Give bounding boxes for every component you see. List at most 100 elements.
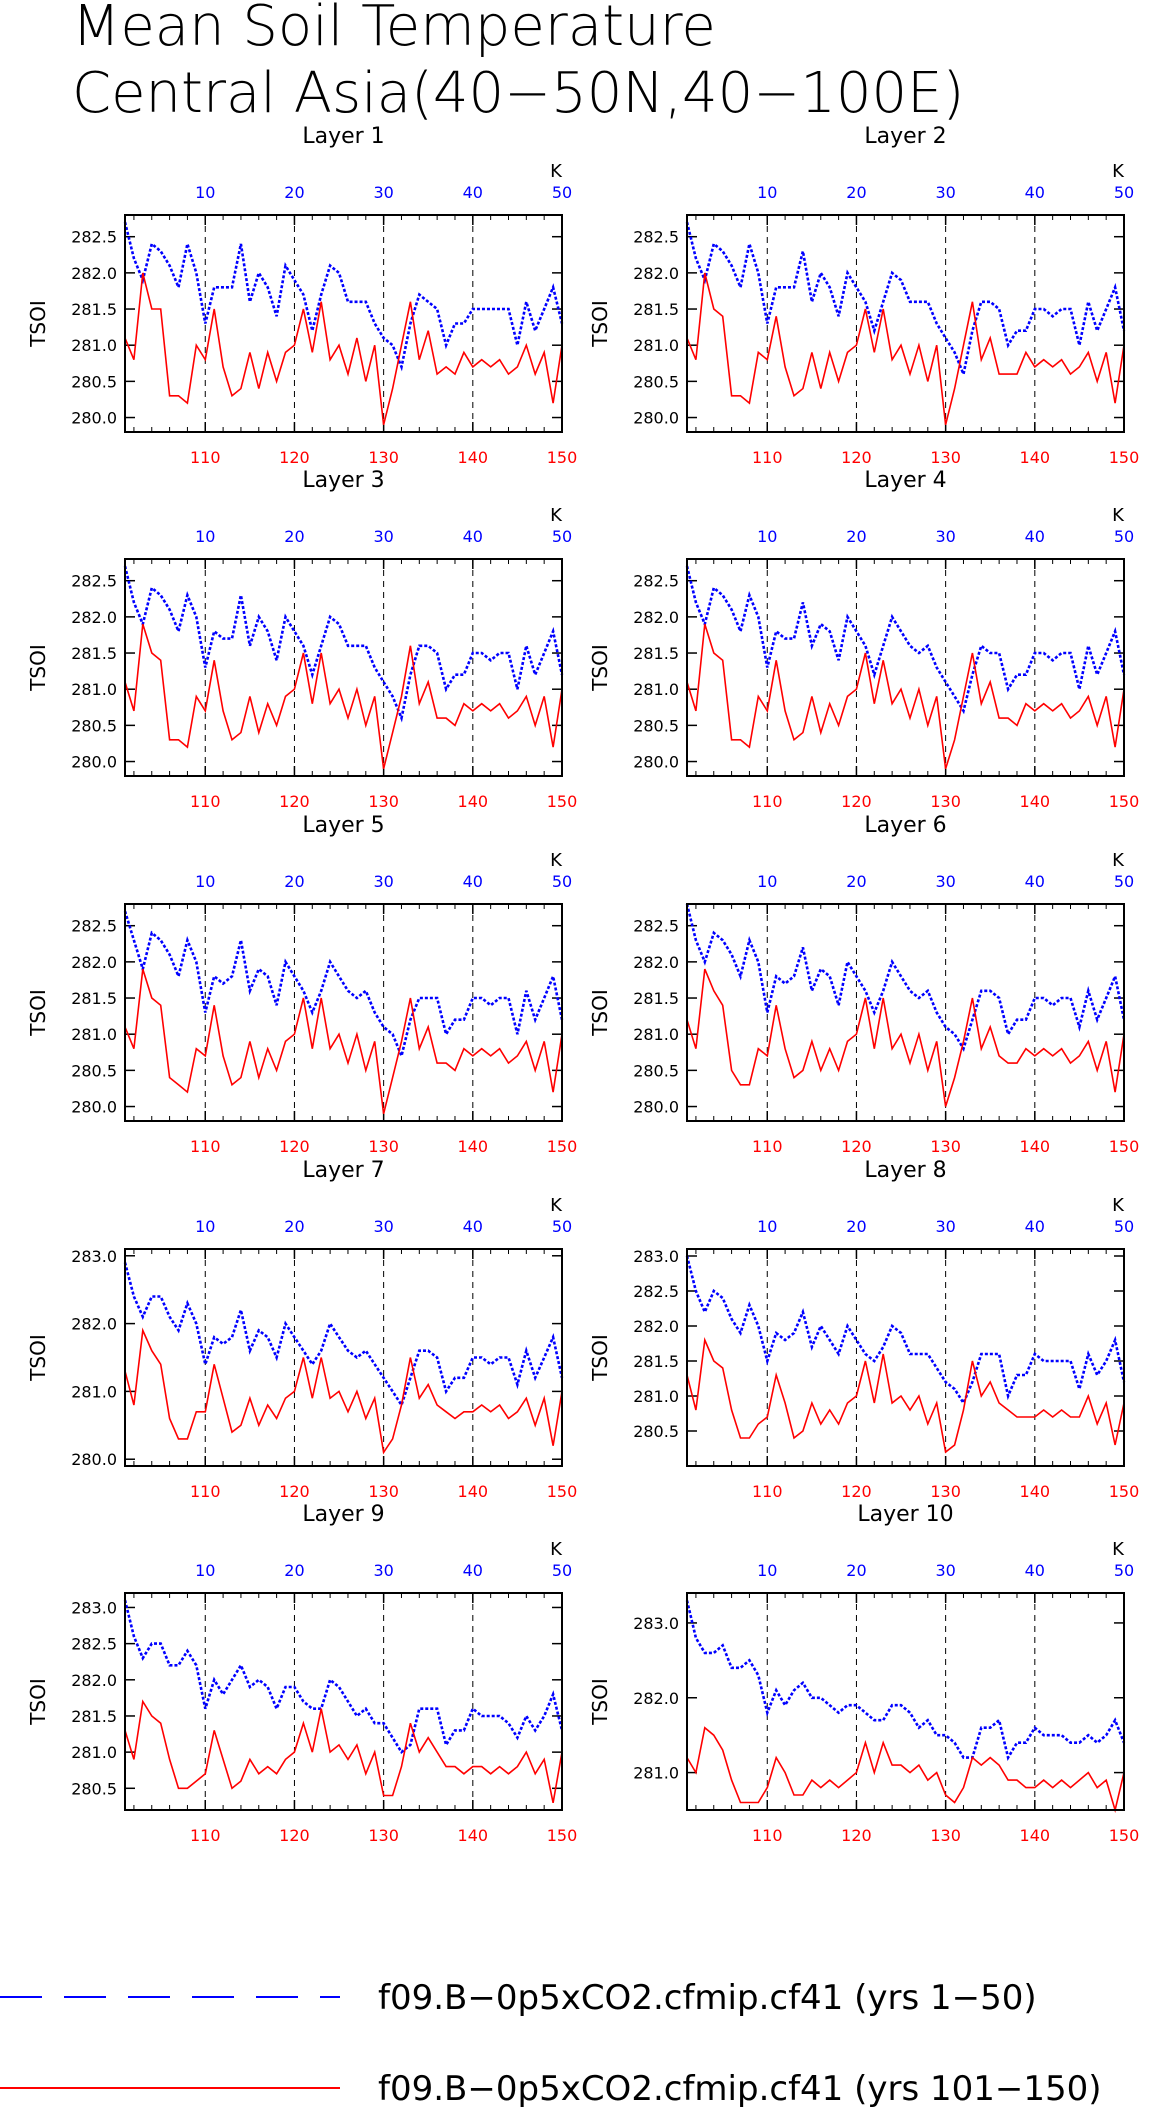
- bottom-tick-label: 140: [458, 1826, 489, 1845]
- series-line-yrs-1-50: [123, 221, 564, 372]
- top-tick-label: 10: [195, 1217, 215, 1236]
- bottom-tick-label: 150: [1109, 792, 1140, 811]
- panel-title: Layer 2: [864, 124, 946, 149]
- bottom-tick-label: 140: [1020, 448, 1051, 467]
- y-tick-label: 280.0: [71, 409, 117, 428]
- y-tick-label: 281.0: [71, 336, 117, 355]
- y-tick-label: 282.5: [633, 1282, 679, 1301]
- plot-frame: [686, 558, 1125, 777]
- y-tick-label: 281.5: [633, 300, 679, 319]
- y-tick-label: 282.0: [71, 608, 117, 627]
- y-axis-label: TSOI: [588, 989, 612, 1037]
- y-tick-label: 280.0: [633, 1098, 679, 1117]
- series-line-yrs-1-50: [123, 1599, 564, 1755]
- bottom-tick-label: 110: [752, 1482, 783, 1501]
- y-tick-label: 280.5: [633, 716, 679, 735]
- bottom-tick-label: 150: [1109, 448, 1140, 467]
- top-axis-unit-label: K: [550, 1195, 563, 1216]
- y-tick-label: 282.0: [633, 1689, 679, 1708]
- panel-title: Layer 3: [302, 468, 384, 493]
- series-line-yrs-1-50: [123, 565, 564, 723]
- y-tick-label: 282.0: [633, 608, 679, 627]
- y-tick-label: 281.5: [633, 644, 679, 663]
- bottom-tick-label: 140: [1020, 792, 1051, 811]
- panel-title: Layer 10: [857, 1502, 953, 1527]
- bottom-tick-label: 120: [841, 1137, 872, 1156]
- y-tick-label: 283.0: [633, 1247, 679, 1266]
- y-tick-label: 280.5: [633, 372, 679, 391]
- plot-frame: [686, 1592, 1125, 1811]
- bottom-tick-label: 110: [190, 792, 221, 811]
- bottom-tick-label: 120: [279, 1826, 310, 1845]
- y-tick-label: 282.0: [71, 264, 117, 283]
- series-line-yrs-101-150: [124, 1699, 563, 1803]
- bottom-tick-label: 120: [841, 1826, 872, 1845]
- y-tick-label: 281.5: [71, 644, 117, 663]
- figure-title-line-2: Central Asia(40−50N,40−100E): [72, 61, 964, 126]
- panel-1: Layer 1 TSOI K 10 20 30 40 50 110 120 130 140 150 280…: [26, 124, 577, 467]
- y-tick-label: 282.5: [633, 917, 679, 936]
- top-tick-label: 20: [846, 872, 866, 891]
- top-tick-label: 40: [463, 183, 483, 202]
- top-tick-label: 30: [373, 872, 393, 891]
- bottom-tick-label: 130: [930, 1826, 961, 1845]
- plot-frame: [124, 1248, 563, 1467]
- bottom-tick-label: 120: [279, 448, 310, 467]
- top-axis-unit-label: K: [1112, 850, 1125, 871]
- y-tick-label: 282.0: [71, 953, 117, 972]
- series-line-yrs-1-50: [685, 565, 1126, 715]
- y-tick-label: 281.5: [633, 1352, 679, 1371]
- top-tick-label: 40: [1025, 872, 1045, 891]
- series-line-yrs-1-50: [685, 1255, 1126, 1406]
- top-tick-label: 10: [757, 1561, 777, 1580]
- y-tick-label: 283.0: [633, 1614, 679, 1633]
- y-tick-label: 280.0: [71, 753, 117, 772]
- series-line-yrs-101-150: [686, 272, 1125, 425]
- plot-frame: [686, 903, 1125, 1122]
- series-line-yrs-1-50: [685, 903, 1126, 1052]
- y-tick-label: 282.5: [71, 1635, 117, 1654]
- top-tick-label: 30: [935, 527, 955, 546]
- top-tick-label: 10: [757, 872, 777, 891]
- y-tick-label: 283.0: [71, 1247, 117, 1266]
- series-line-yrs-1-50: [685, 1600, 1126, 1762]
- y-tick-label: 282.5: [633, 572, 679, 591]
- top-tick-label: 20: [284, 183, 304, 202]
- bottom-tick-label: 110: [190, 1826, 221, 1845]
- bottom-tick-label: 130: [368, 792, 399, 811]
- bottom-tick-label: 140: [458, 1482, 489, 1501]
- series-line-yrs-101-150: [686, 1336, 1125, 1454]
- top-tick-label: 50: [1114, 527, 1134, 546]
- y-tick-label: 281.0: [71, 1382, 117, 1401]
- series-line-yrs-101-150: [686, 1726, 1125, 1814]
- bottom-tick-label: 120: [841, 792, 872, 811]
- top-tick-label: 40: [463, 527, 483, 546]
- panel-title: Layer 5: [302, 813, 384, 838]
- y-axis-label: TSOI: [588, 1678, 612, 1726]
- y-axis-label: TSOI: [26, 1334, 50, 1382]
- top-tick-label: 50: [552, 1217, 572, 1236]
- panel-5: Layer 5 TSOI K 10 20 30 40 50 110 120 130 140 150 280…: [26, 813, 577, 1156]
- legend-label-series-b: f09.B−0p5xCO2.cfmip.cf41 (yrs 101−150): [378, 2069, 1102, 2109]
- bottom-tick-label: 150: [1109, 1137, 1140, 1156]
- series-line-yrs-101-150: [686, 968, 1125, 1107]
- y-tick-label: 281.5: [71, 989, 117, 1008]
- top-tick-label: 50: [552, 527, 572, 546]
- panel-9: Layer 9 TSOI K 10 20 30 40 50 110 120 130 140 150 280…: [26, 1502, 577, 1845]
- y-tick-label: 281.0: [71, 1743, 117, 1762]
- top-tick-label: 40: [463, 1217, 483, 1236]
- plot-frame: [124, 214, 563, 433]
- y-tick-label: 282.5: [71, 917, 117, 936]
- top-tick-label: 50: [552, 183, 572, 202]
- bottom-tick-label: 150: [547, 1482, 578, 1501]
- top-tick-label: 30: [935, 183, 955, 202]
- top-axis-unit-label: K: [550, 850, 563, 871]
- top-axis-unit-label: K: [550, 1539, 563, 1560]
- panels-group: Layer 1 TSOI K 10 20 30 40 50 110 120 130 140 150 280…: [26, 124, 1139, 1845]
- top-tick-label: 50: [552, 1561, 572, 1580]
- bottom-tick-label: 140: [458, 448, 489, 467]
- top-axis-unit-label: K: [1112, 1195, 1125, 1216]
- bottom-tick-label: 150: [547, 792, 578, 811]
- top-tick-label: 50: [1114, 872, 1134, 891]
